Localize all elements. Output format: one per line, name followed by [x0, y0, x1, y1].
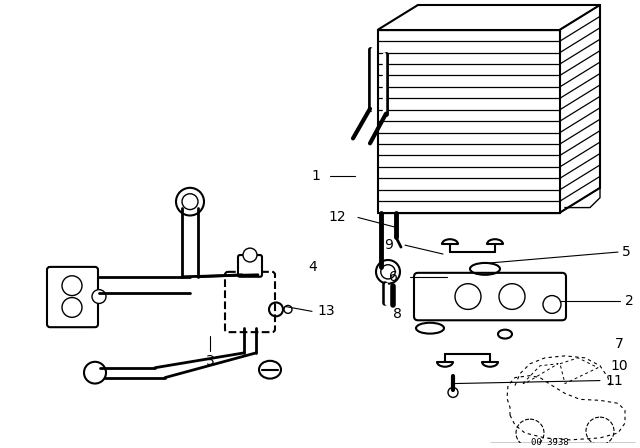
- FancyBboxPatch shape: [225, 272, 275, 332]
- Circle shape: [499, 284, 525, 310]
- Text: 00 3938: 00 3938: [531, 438, 569, 447]
- Circle shape: [448, 388, 458, 397]
- FancyBboxPatch shape: [414, 273, 566, 320]
- Text: 3: 3: [205, 354, 214, 368]
- Text: 9: 9: [384, 238, 393, 252]
- Circle shape: [284, 306, 292, 313]
- Circle shape: [543, 296, 561, 313]
- Circle shape: [92, 289, 106, 303]
- Circle shape: [176, 188, 204, 215]
- Text: 10: 10: [610, 359, 628, 373]
- Text: 4: 4: [308, 260, 317, 274]
- Ellipse shape: [259, 361, 281, 379]
- Circle shape: [376, 260, 400, 284]
- Circle shape: [62, 276, 82, 296]
- Circle shape: [62, 297, 82, 317]
- Text: 8: 8: [393, 307, 402, 321]
- Circle shape: [243, 248, 257, 262]
- Text: 6: 6: [389, 270, 398, 284]
- FancyBboxPatch shape: [47, 267, 98, 327]
- FancyBboxPatch shape: [238, 255, 262, 277]
- Text: 1: 1: [311, 169, 320, 183]
- Text: 11: 11: [605, 374, 623, 388]
- Text: 7: 7: [615, 337, 624, 351]
- Text: 5: 5: [622, 245, 631, 259]
- Circle shape: [84, 362, 106, 383]
- Circle shape: [381, 265, 396, 279]
- Circle shape: [182, 194, 198, 210]
- Circle shape: [455, 284, 481, 310]
- Text: 2: 2: [625, 294, 634, 309]
- Text: 12: 12: [328, 211, 346, 224]
- Text: 13: 13: [317, 304, 335, 319]
